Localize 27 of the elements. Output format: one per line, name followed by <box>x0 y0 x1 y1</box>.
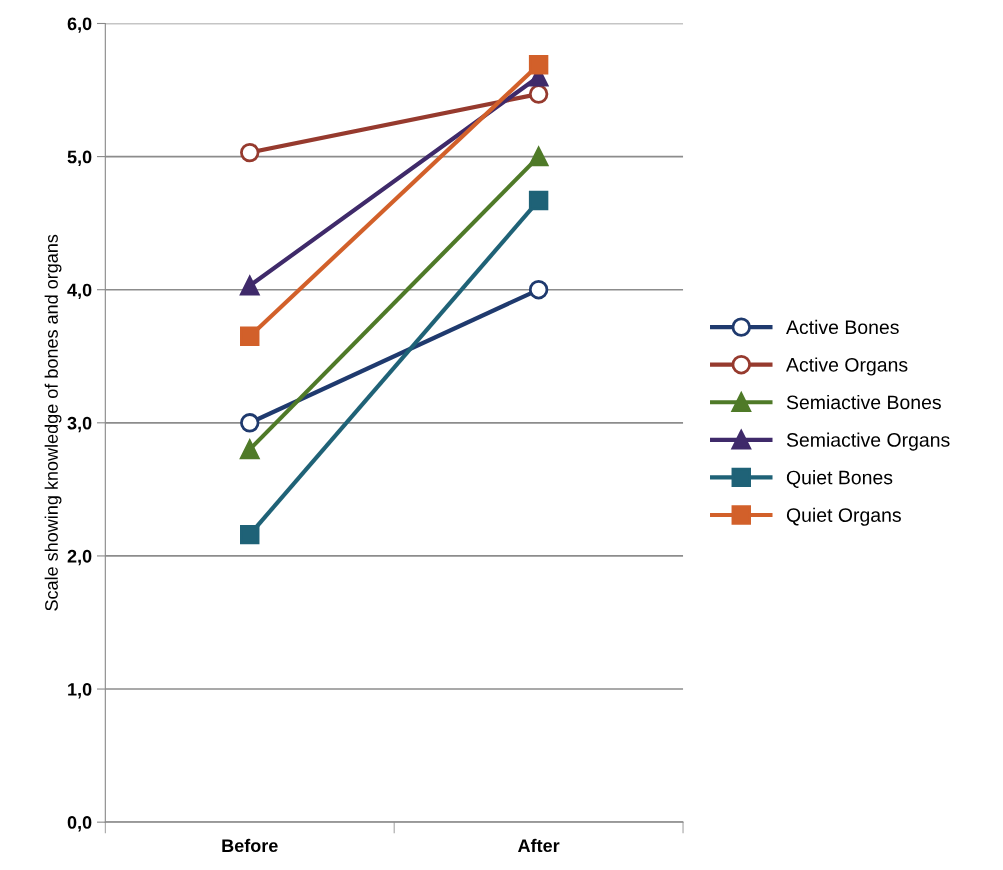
point <box>528 146 549 167</box>
point <box>240 439 260 460</box>
y-tick-label: 3,0 <box>67 416 92 433</box>
y-tick-label: 4,0 <box>67 283 92 300</box>
point <box>240 326 260 347</box>
legend-label: Semiactive Bones <box>786 394 941 410</box>
point <box>240 413 260 433</box>
legend-label: Active Bones <box>786 319 899 335</box>
point <box>240 524 260 545</box>
y-tick-label: 6,0 <box>67 17 92 33</box>
y-axis-title: Scale showing knowledge of bones and organs <box>44 234 62 611</box>
point <box>528 190 549 211</box>
x-tick-label: After <box>517 838 560 853</box>
legend-label: Semiactive Organs <box>786 432 950 451</box>
point <box>240 275 260 296</box>
point <box>528 279 549 300</box>
point <box>528 84 549 104</box>
point <box>240 142 260 163</box>
legend-label: Quiet Bones <box>786 470 893 488</box>
point <box>528 55 549 75</box>
x-tick-label: Before <box>222 838 278 853</box>
y-tick-label: 0,0 <box>67 816 92 832</box>
legend-label: Active Organs <box>786 357 908 376</box>
y-tick-label: 1,0 <box>68 682 92 699</box>
y-tick-label: 2,0 <box>67 549 92 566</box>
legend-label: Quiet Organs <box>786 507 901 526</box>
y-tick-label: 5,0 <box>67 150 92 166</box>
